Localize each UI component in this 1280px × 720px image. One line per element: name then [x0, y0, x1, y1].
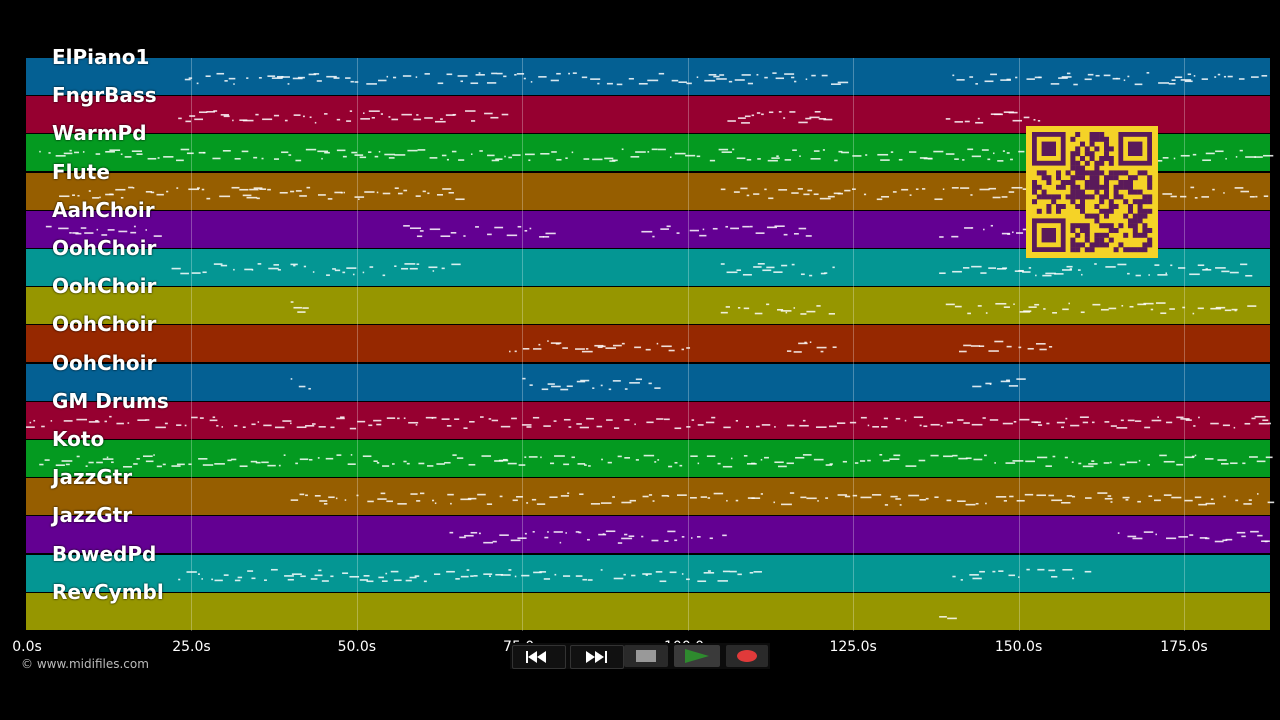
time-tick-label: 175.0s — [1160, 639, 1208, 655]
track-lane — [26, 554, 1270, 592]
track-lane — [26, 58, 1270, 95]
track-lane — [26, 363, 1270, 401]
track-lane — [26, 516, 1270, 554]
track-lane — [26, 478, 1270, 516]
track-lane — [26, 401, 1270, 439]
track-label: FngrBass — [52, 83, 157, 108]
track-label: OohChoir — [52, 350, 157, 375]
record-icon — [737, 650, 757, 662]
track-label: AahChoir — [52, 197, 155, 222]
gridline — [1183, 58, 1185, 631]
time-tick-label: 150.0s — [994, 639, 1043, 655]
track-lane — [26, 592, 1270, 630]
copyright-text: © www.midifiles.com — [21, 657, 149, 671]
play-icon — [685, 649, 709, 663]
stop-button[interactable] — [624, 645, 668, 667]
qr-code-image — [1032, 132, 1153, 253]
time-tick-label: 125.0s — [829, 639, 877, 655]
track-label: JazzGtr — [52, 465, 133, 490]
track-lane — [26, 325, 1270, 363]
gridline — [687, 58, 689, 631]
track-label: Koto — [52, 427, 105, 451]
rewind-icon — [526, 651, 546, 663]
time-tick-label: 25.0s — [172, 639, 211, 655]
stop-icon — [636, 650, 656, 662]
gridline — [522, 58, 524, 631]
time-tick-label: 0.0s — [12, 639, 42, 655]
play-button[interactable] — [674, 645, 720, 667]
transport-controls — [510, 643, 770, 669]
track-lane — [26, 287, 1270, 325]
track-label: JazzGtr — [52, 503, 133, 528]
track-label: OohChoir — [52, 274, 157, 299]
track-lane — [26, 440, 1270, 477]
qr-code — [1026, 126, 1158, 258]
gridline — [853, 58, 855, 631]
track-label: BowedPd — [52, 541, 157, 566]
fast-forward-button[interactable] — [570, 645, 624, 669]
track-label: Flute — [52, 159, 110, 184]
gridline — [1018, 58, 1020, 631]
fast-forward-icon — [586, 651, 607, 663]
track-label: RevCymbl — [52, 579, 164, 604]
gridline — [191, 58, 193, 631]
track-label: WarmPd — [52, 121, 147, 146]
gridline — [356, 58, 358, 631]
time-tick-label: 50.0s — [337, 639, 377, 655]
rewind-button[interactable] — [512, 645, 566, 669]
record-button[interactable] — [726, 645, 768, 667]
track-label: ElPiano1 — [52, 45, 150, 69]
track-label: GM Drums — [52, 388, 169, 413]
track-label: OohChoir — [52, 236, 157, 260]
track-label: OohChoir — [52, 312, 157, 337]
